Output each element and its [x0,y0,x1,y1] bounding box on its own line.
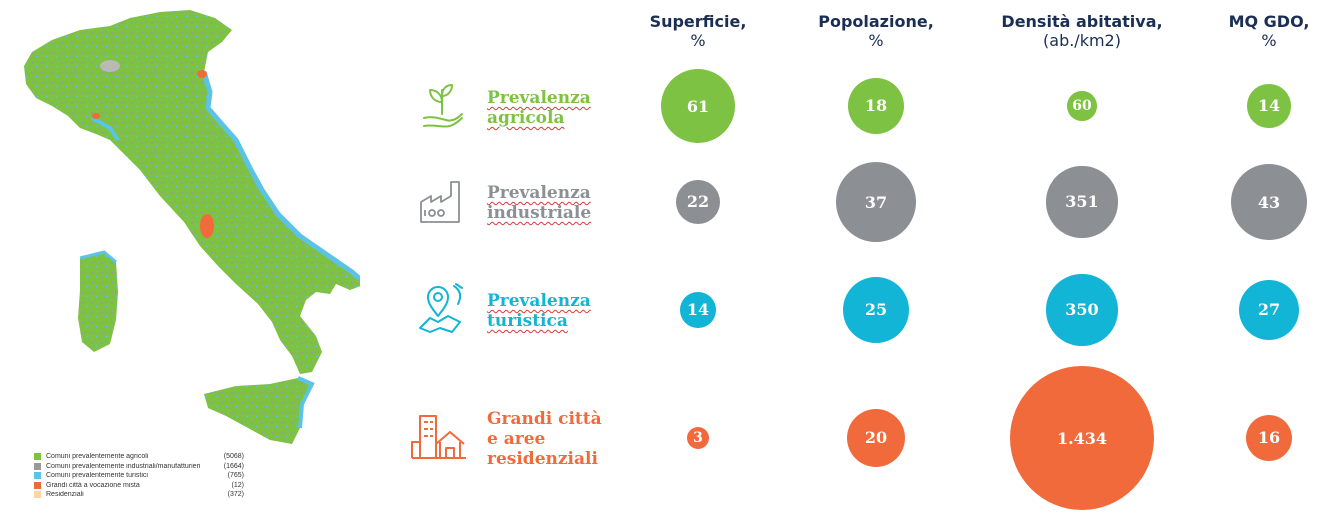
header-mq-gdo: MQ GDO, % [1169,12,1329,50]
map-legend: Comuni prevalentemente agricoli (5068) Com… [34,452,244,500]
bubble-value-label: 351 [1065,192,1099,212]
legend-item: Grandi città a vocazione mista (12) [34,481,244,491]
bubble-value-label: 43 [1257,192,1281,212]
bubble: 18 [848,78,904,134]
bubble-value-label: 60 [1072,97,1092,114]
row-label-line: Prevalenza [487,183,591,203]
legend-swatch [34,491,41,499]
legend-count: (372) [227,491,244,499]
legend-item: Residenziali (372) [34,490,244,500]
bubble: 60 [1067,91,1097,121]
header-superficie-unit: % [690,31,706,50]
bubble: 61 [661,69,735,143]
bubble: 3 [687,427,709,449]
bubble-value-label: 25 [864,300,888,320]
header-superficie: Superficie, % [598,12,798,50]
bubble-value-label: 22 [686,192,710,212]
bubble: 37 [836,162,916,242]
row-label-turistica: Prevalenza turistica [487,291,591,331]
factory-icon [420,181,460,223]
row-label-agricola: Prevalenza agricola [487,88,591,128]
legend-swatch [34,453,41,461]
map-pin-icon [419,283,463,333]
row-label-industriale: Prevalenza industriale [487,183,591,223]
plant-in-hand-icon [423,84,463,128]
bubble: 25 [843,277,909,343]
bubble-value-label: 18 [864,96,888,116]
bubble-value-label: 37 [864,192,888,212]
legend-label: Grandi città a vocazione mista [46,481,140,489]
header-popolazione: Popolazione, % [776,12,976,50]
row-label-line: industriale [487,203,592,223]
legend-item: Comuni prevalentemente turistici (765) [34,471,244,481]
bubble-value-label: 350 [1065,300,1099,320]
header-popolazione-unit: % [868,31,884,50]
legend-count: (12) [231,481,244,489]
header-popolazione-title: Popolazione, [818,12,934,31]
bubble: 350 [1046,274,1118,346]
city-house-icon [411,415,466,459]
row-label-grandi-citta: Grandi città e aree residenziali [487,409,602,469]
legend-count: (1664) [223,462,244,470]
bubble-value-label: 27 [1257,300,1281,320]
legend-swatch [34,481,41,489]
bubble-value-label: 1.434 [1056,428,1108,448]
legend-item: Comuni prevalentemente industriali/manuf… [34,462,244,472]
bubble-value-label: 3 [693,430,703,446]
sardinia-shape [78,252,118,352]
row-label-line: residenziali [487,449,598,469]
header-mq-gdo-unit: % [1261,31,1277,50]
row-label-line: Prevalenza [487,88,591,108]
bubble: 43 [1231,164,1307,240]
header-mq-gdo-title: MQ GDO, [1228,12,1310,31]
legend-swatch [34,472,41,480]
row-label-line: Grandi città [487,409,602,429]
row-label-line: Prevalenza [487,291,591,311]
bubble: 16 [1245,414,1293,462]
legend-label: Comuni prevalentemente industriali/manuf… [46,462,201,470]
row-label-line: agricola [487,108,565,128]
bubble: 14 [1247,84,1291,128]
legend-label: Residenziali [46,491,84,499]
row-label-line: turistica [487,311,568,331]
header-densita-unit: (ab./km2) [1043,31,1121,50]
bubble: 14 [680,292,716,328]
bubble: 27 [1238,279,1300,341]
legend-count: (5068) [223,453,244,461]
header-densita-title: Densità abitativa, [1001,12,1163,31]
bubble: 351 [1046,166,1118,238]
legend-count: (765) [227,472,244,480]
legend-label: Comuni prevalentemente turistici [46,472,148,480]
bubble-value-label: 14 [686,300,710,320]
legend-swatch [34,462,41,470]
bubble-value-label: 16 [1257,428,1281,448]
bubble-value-label: 20 [864,428,888,448]
row-label-line: e aree [487,429,546,449]
bubble: 22 [675,179,721,225]
bubble: 1.434 [1010,366,1154,510]
italy-map-graphic [24,10,360,444]
legend-item: Comuni prevalentemente agricoli (5068) [34,452,244,462]
bubble: 20 [846,408,906,468]
bubble-value-label: 14 [1257,96,1281,116]
sicily-shape [204,378,312,444]
legend-label: Comuni prevalentemente agricoli [46,453,149,461]
italy-map: Comuni prevalentemente agricoli (5068) Com… [0,0,360,515]
header-densita: Densità abitativa, (ab./km2) [982,12,1182,50]
mainland-shape [24,10,360,374]
header-superficie-title: Superficie, [649,12,747,31]
bubble-value-label: 61 [686,96,710,116]
